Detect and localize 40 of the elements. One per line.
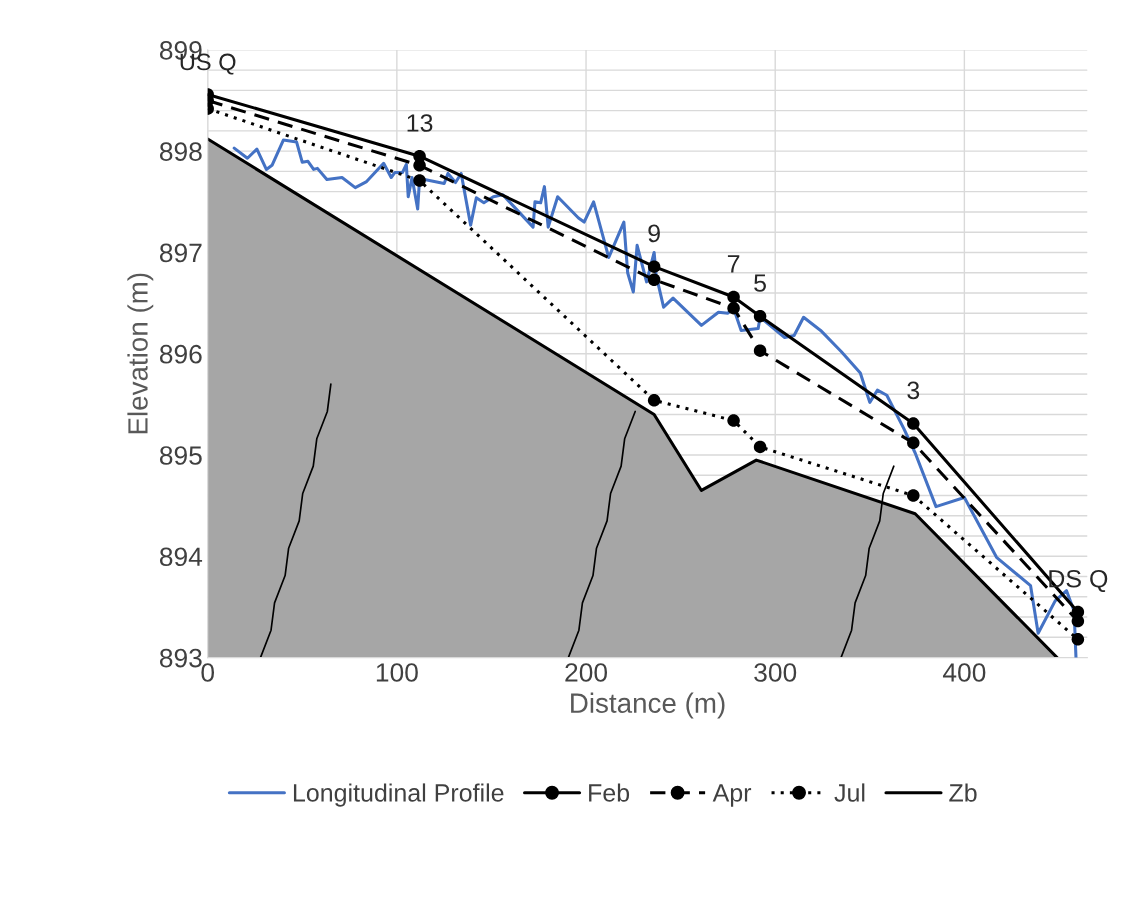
- point: [1071, 633, 1085, 646]
- point: [753, 440, 767, 454]
- point: [1071, 614, 1085, 628]
- x-axis-title: Distance (m): [571, 692, 725, 719]
- point: [753, 310, 767, 323]
- annotation: 5: [754, 274, 766, 292]
- x-tick-label: 400: [942, 663, 986, 682]
- point: [727, 290, 740, 304]
- point: [907, 436, 920, 450]
- annotation: 3: [907, 381, 920, 400]
- point: [413, 174, 426, 187]
- legend-label: Apr: [712, 784, 752, 807]
- point: [727, 301, 740, 315]
- point: [907, 417, 920, 430]
- annotation: 7: [727, 255, 740, 273]
- annotation: DS Q: [1049, 569, 1108, 593]
- legend-label: Longitudinal Profile: [293, 783, 504, 807]
- y-tick-label: 898: [159, 142, 202, 161]
- y-tick-label: 894: [159, 547, 203, 567]
- x-tick-label: 200: [565, 663, 608, 682]
- y-tick-label: 895: [159, 446, 202, 465]
- y-tick-label: 897: [159, 243, 202, 263]
- point: [647, 260, 661, 273]
- point: [413, 159, 426, 172]
- annotation: 9: [648, 224, 660, 243]
- point: [907, 489, 920, 502]
- y-tick-label: 896: [159, 344, 202, 364]
- x-tick-label: 300: [754, 663, 797, 682]
- point: [753, 344, 767, 357]
- y-tick-label: 893: [159, 648, 202, 668]
- legend-label: Zb: [949, 783, 977, 802]
- x-tick-label: 0: [201, 663, 215, 682]
- point: [647, 273, 661, 287]
- legend-label: Jul: [834, 783, 865, 802]
- annotation: 13: [407, 114, 433, 132]
- legend-label: Feb: [589, 783, 630, 802]
- x-tick-label: 100: [376, 663, 418, 682]
- point: [727, 414, 740, 427]
- point: [647, 394, 661, 407]
- y-axis-title: Elevation (m): [127, 273, 154, 434]
